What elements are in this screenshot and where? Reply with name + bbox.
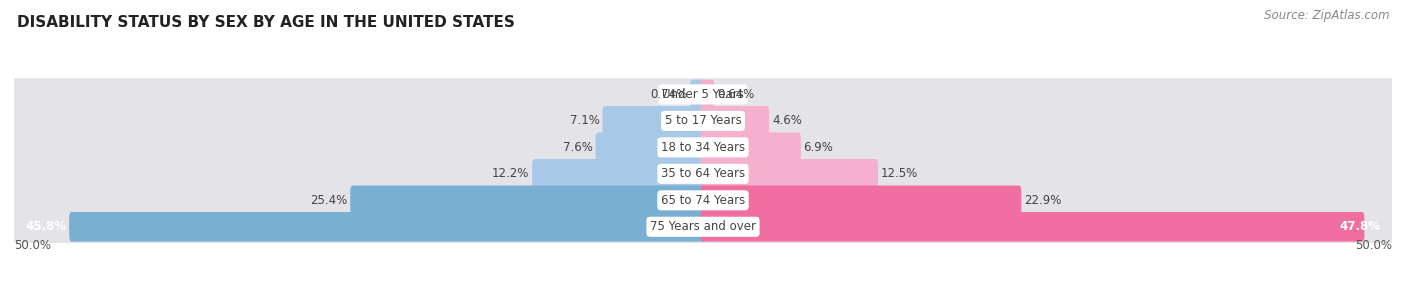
FancyBboxPatch shape <box>700 159 877 189</box>
Text: 75 Years and over: 75 Years and over <box>650 220 756 233</box>
Text: 50.0%: 50.0% <box>1355 239 1392 252</box>
Text: 65 to 74 Years: 65 to 74 Years <box>661 194 745 207</box>
Text: 22.9%: 22.9% <box>1024 194 1062 207</box>
FancyBboxPatch shape <box>69 212 706 242</box>
Text: 4.6%: 4.6% <box>772 114 801 127</box>
FancyBboxPatch shape <box>596 133 706 162</box>
Text: 5 to 17 Years: 5 to 17 Years <box>665 114 741 127</box>
Text: 12.2%: 12.2% <box>492 167 530 180</box>
FancyBboxPatch shape <box>531 159 706 189</box>
Text: 50.0%: 50.0% <box>14 239 51 252</box>
FancyBboxPatch shape <box>11 105 1395 137</box>
FancyBboxPatch shape <box>350 185 706 215</box>
Text: 47.8%: 47.8% <box>1340 220 1381 233</box>
FancyBboxPatch shape <box>602 106 706 136</box>
Text: 25.4%: 25.4% <box>311 194 347 207</box>
Text: 35 to 64 Years: 35 to 64 Years <box>661 167 745 180</box>
Text: 0.74%: 0.74% <box>650 88 688 101</box>
FancyBboxPatch shape <box>700 80 714 109</box>
FancyBboxPatch shape <box>700 212 1364 242</box>
FancyBboxPatch shape <box>700 106 769 136</box>
Text: 45.8%: 45.8% <box>25 220 66 233</box>
FancyBboxPatch shape <box>700 185 1021 215</box>
FancyBboxPatch shape <box>11 184 1395 216</box>
Text: 6.9%: 6.9% <box>804 141 834 154</box>
FancyBboxPatch shape <box>690 80 706 109</box>
Text: Source: ZipAtlas.com: Source: ZipAtlas.com <box>1264 9 1389 22</box>
Text: 7.1%: 7.1% <box>569 114 599 127</box>
FancyBboxPatch shape <box>11 211 1395 243</box>
Text: Under 5 Years: Under 5 Years <box>662 88 744 101</box>
Text: DISABILITY STATUS BY SEX BY AGE IN THE UNITED STATES: DISABILITY STATUS BY SEX BY AGE IN THE U… <box>17 15 515 30</box>
FancyBboxPatch shape <box>11 131 1395 164</box>
FancyBboxPatch shape <box>11 158 1395 190</box>
Text: 7.6%: 7.6% <box>562 141 593 154</box>
Text: 12.5%: 12.5% <box>880 167 918 180</box>
FancyBboxPatch shape <box>700 133 801 162</box>
Text: 0.64%: 0.64% <box>717 88 755 101</box>
Text: 18 to 34 Years: 18 to 34 Years <box>661 141 745 154</box>
FancyBboxPatch shape <box>11 78 1395 111</box>
